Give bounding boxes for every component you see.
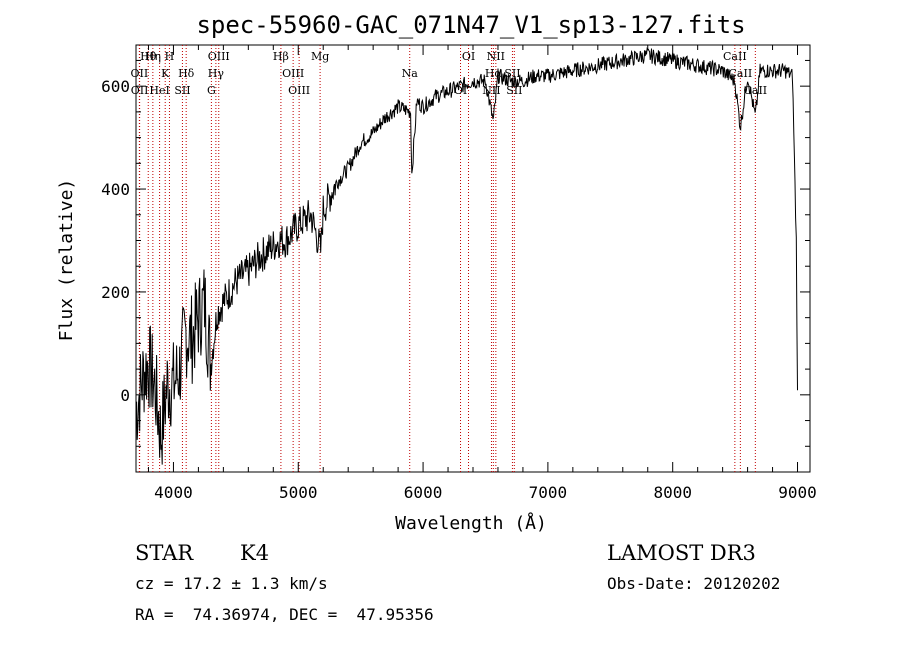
line-label-4: K [161,67,170,80]
x-tick-label-1: 5000 [279,483,318,502]
object-class: STAR [135,541,194,565]
line-label-9: OIII [208,50,230,63]
ra-dec-coordinates: RA = 74.36974, DEC = 47.95356 [135,605,434,624]
line-label-2: OII [131,84,149,97]
redshift-cz: cz = 17.2 ± 1.3 km/s [135,574,328,593]
y-tick-label-2: 400 [101,180,130,199]
line-label-20: NII [482,84,500,97]
plot-frame [135,44,811,473]
y-tick-label-3: 600 [101,77,130,96]
y-axis-label: Flux (relative) [56,179,77,342]
line-label-24: CaII [723,50,747,63]
x-tick-label-3: 7000 [529,483,568,502]
spectral-line-labels: Hθ OII OII HηK HeI HHδ SII OIII Hγ G Hβ OIII OIII Mg N… [131,50,768,97]
spectral-line-markers [138,45,756,472]
spectrum-series-line [135,46,798,465]
line-label-6: H [165,50,175,63]
line-label-0: Hθ [140,50,157,63]
line-label-8: SII [174,84,190,97]
x-tick-label-2: 6000 [404,483,443,502]
x-axis-ticks: 4000 5000 6000 7000 8000 9000 [147,45,817,502]
line-label-17: OI [454,84,467,97]
line-label-15: Mg [311,50,329,63]
observation-date: Obs-Date: 20120202 [607,574,780,593]
line-label-11: G [207,84,216,97]
line-label-1: OII [131,67,149,80]
line-label-21: NII [487,50,505,63]
y-tick-label-1: 200 [101,283,130,302]
object-subclass: K4 [240,541,269,565]
survey-name: LAMOST DR3 [607,541,756,565]
line-label-3: Hη [145,50,161,63]
x-tick-label-0: 4000 [154,483,193,502]
line-label-16: Na [402,67,419,80]
x-axis-label: Wavelength (Å) [395,512,547,534]
line-label-18: OI [462,50,475,63]
line-label-7: Hδ [178,67,195,80]
line-label-14: OIII [288,84,310,97]
line-label-13: OIII [282,67,304,80]
line-label-12: Hβ [273,50,289,63]
x-tick-label-4: 8000 [653,483,692,502]
line-label-23: SII [506,84,522,97]
y-tick-label-0: 0 [120,386,130,405]
x-tick-label-5: 9000 [778,483,817,502]
y-axis-ticks: 0 200 400 600 [101,59,810,447]
line-label-10: Hγ [208,67,225,80]
line-label-5: HeI [149,84,169,97]
chart-title: spec-55960-GAC_071N47_V1_sp13-127.fits [196,11,745,39]
